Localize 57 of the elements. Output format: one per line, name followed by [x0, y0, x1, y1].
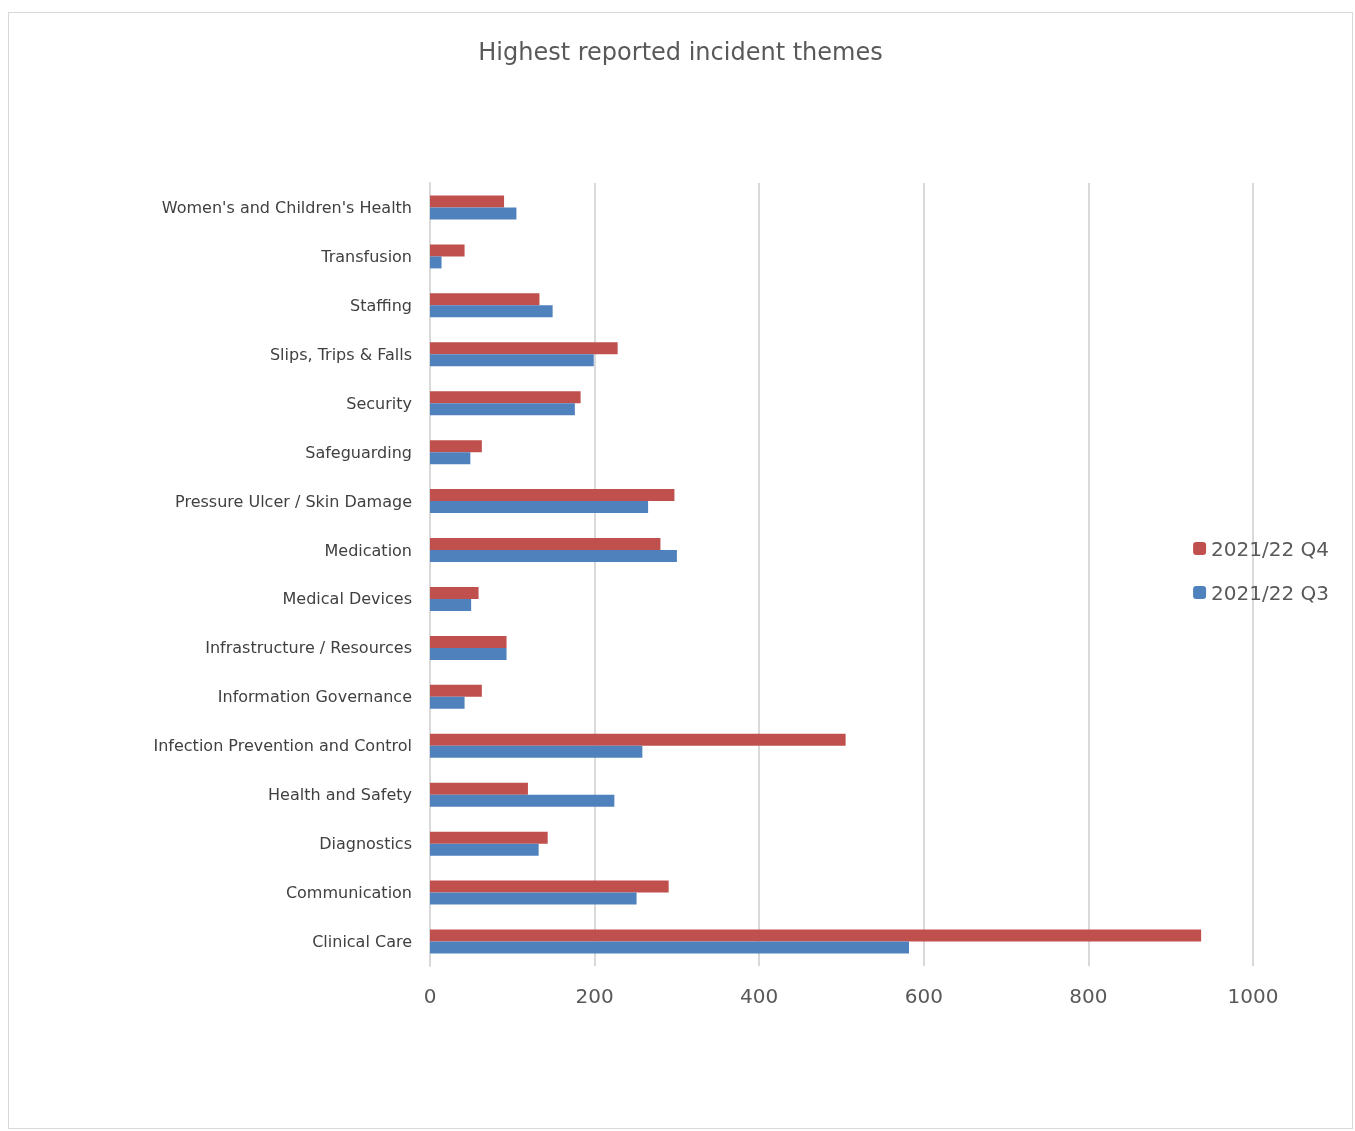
- y-tick-label: Infection Prevention and Control: [153, 736, 412, 756]
- bar: [430, 684, 482, 697]
- bar: [430, 489, 675, 502]
- bar: [430, 305, 553, 318]
- bar: [430, 195, 505, 208]
- legend-label: 2021/22 Q4: [1211, 536, 1330, 561]
- bar: [430, 647, 507, 660]
- y-tick-label: Information Governance: [217, 687, 412, 707]
- y-tick-label: Communication: [285, 883, 412, 903]
- bar: [430, 586, 479, 599]
- bar: [430, 256, 442, 269]
- bar: [430, 244, 465, 257]
- bar: [430, 207, 517, 220]
- bar: [430, 892, 637, 905]
- y-tick-label: Transfusion: [320, 246, 412, 266]
- x-tick-label: 800: [1069, 984, 1108, 1008]
- bar: [430, 391, 581, 404]
- y-tick-label: Medical Devices: [282, 589, 412, 609]
- bar: [430, 538, 661, 551]
- bar: [430, 843, 539, 856]
- y-tick-label: Clinical Care: [312, 932, 412, 952]
- bar: [430, 831, 548, 844]
- bar: [430, 440, 482, 453]
- x-tick-label: 400: [740, 984, 779, 1008]
- y-tick-label: Medication: [324, 540, 412, 560]
- x-tick-label: 1000: [1227, 984, 1279, 1008]
- y-tick-label: Women's and Children's Health: [161, 197, 412, 217]
- y-tick-label: Health and Safety: [268, 785, 412, 805]
- bar: [430, 929, 1202, 942]
- y-tick-label: Safeguarding: [305, 442, 412, 462]
- y-tick-label: Infrastructure / Resources: [205, 638, 412, 658]
- bar: [430, 403, 575, 416]
- bar: [430, 452, 471, 465]
- bar: [430, 733, 846, 746]
- chart-title: Highest reported incident themes: [478, 38, 883, 66]
- y-tick-label: Security: [346, 393, 412, 413]
- bar: [430, 293, 540, 306]
- bar: [430, 941, 909, 954]
- legend-label: 2021/22 Q3: [1211, 580, 1330, 605]
- bar: [430, 550, 677, 563]
- x-tick-label: 0: [423, 984, 437, 1008]
- y-tick-label: Staffing: [350, 295, 412, 315]
- bar: [430, 794, 615, 807]
- bar: [430, 342, 618, 355]
- bar: [430, 782, 528, 795]
- bar: [430, 354, 594, 367]
- y-tick-label: Diagnostics: [319, 834, 412, 854]
- bar: [430, 880, 669, 893]
- x-tick-label: 200: [575, 984, 614, 1008]
- bar: [430, 598, 472, 611]
- bar: [430, 635, 507, 648]
- bar: [430, 745, 643, 758]
- x-tick-label: 600: [904, 984, 943, 1008]
- y-tick-label: Pressure Ulcer / Skin Damage: [175, 491, 412, 511]
- bar: [430, 696, 465, 709]
- bar: [430, 501, 649, 514]
- y-tick-label: Slips, Trips & Falls: [269, 344, 412, 364]
